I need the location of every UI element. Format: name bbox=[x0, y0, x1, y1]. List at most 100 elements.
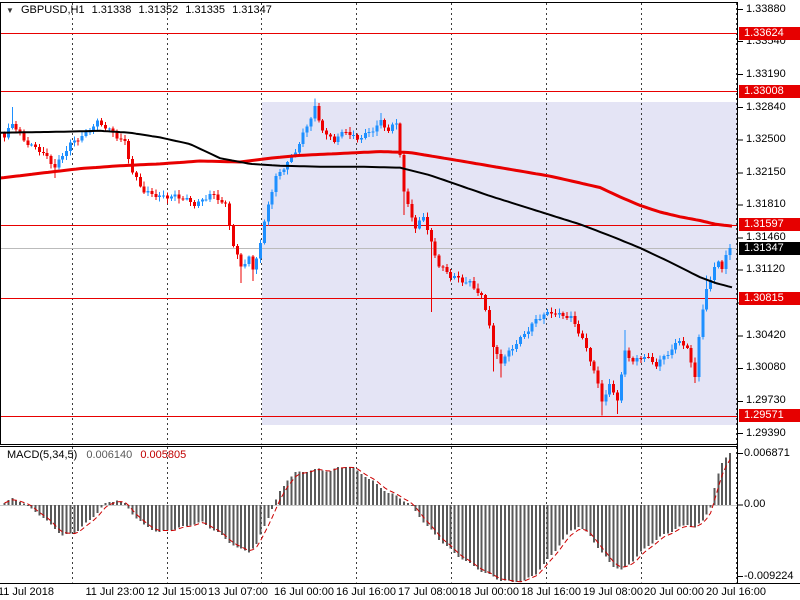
x-axis-label: 18 Jul 16:00 bbox=[521, 586, 581, 598]
candle-body bbox=[658, 359, 662, 367]
y-axis-label: 1.29730 bbox=[746, 394, 786, 407]
candle-body bbox=[363, 133, 367, 139]
x-axis-label: 18 Jul 00:00 bbox=[459, 586, 519, 598]
candle-body bbox=[305, 126, 309, 133]
candle-body bbox=[464, 282, 468, 284]
candle-body bbox=[689, 347, 693, 363]
macd-bar bbox=[538, 505, 541, 570]
macd-bar bbox=[317, 468, 320, 505]
candle-body bbox=[437, 255, 441, 267]
candle-body bbox=[111, 128, 115, 133]
macd-bar bbox=[189, 505, 192, 526]
candle-body bbox=[293, 152, 297, 156]
candle-body bbox=[266, 204, 270, 222]
candle-body bbox=[387, 127, 391, 132]
candle-body bbox=[216, 194, 220, 201]
candle-body bbox=[526, 331, 530, 335]
candle-body bbox=[476, 288, 480, 294]
candle-body bbox=[18, 129, 22, 133]
macd-bar bbox=[174, 505, 177, 530]
macd-bar bbox=[127, 505, 130, 509]
macd-bar bbox=[3, 502, 6, 505]
candle-body bbox=[185, 197, 189, 200]
macd-bar bbox=[469, 505, 472, 564]
macd-bar bbox=[414, 505, 417, 511]
macd-bar bbox=[725, 457, 728, 505]
candle-body bbox=[88, 131, 92, 133]
macd-axis-label: 0.006871 bbox=[744, 446, 790, 459]
candle-body bbox=[196, 201, 200, 207]
macd-bar bbox=[635, 505, 638, 557]
price-level-badge: 1.33624 bbox=[739, 26, 800, 40]
candle-body bbox=[53, 163, 57, 168]
candle-body bbox=[596, 370, 600, 384]
candle-body bbox=[259, 242, 263, 259]
macd-bar bbox=[550, 505, 553, 555]
candle-body bbox=[278, 172, 282, 177]
candle-body bbox=[635, 358, 639, 362]
candle-body bbox=[534, 319, 538, 324]
macd-bar bbox=[670, 505, 673, 532]
candle-body bbox=[14, 124, 18, 130]
macd-axis-label: 0.00 bbox=[744, 498, 766, 511]
macd-bar bbox=[628, 505, 631, 565]
macd-bar bbox=[209, 505, 212, 529]
candle-body bbox=[270, 191, 274, 205]
candle-body bbox=[142, 186, 146, 193]
candle-body bbox=[99, 120, 103, 126]
candle-body bbox=[150, 191, 154, 194]
candle-body bbox=[37, 147, 41, 153]
candle-body bbox=[681, 340, 685, 346]
candle-body bbox=[72, 140, 76, 143]
candle-body bbox=[290, 155, 294, 163]
candle-body bbox=[398, 123, 402, 155]
macd-bar bbox=[108, 502, 111, 505]
macd-bar bbox=[61, 505, 64, 536]
candle-body bbox=[344, 131, 348, 133]
candle-body bbox=[348, 131, 352, 136]
macd-bar bbox=[178, 505, 181, 528]
y-axis-label: 1.31460 bbox=[746, 231, 786, 244]
macd-bar bbox=[185, 505, 188, 526]
macd-bar bbox=[573, 505, 576, 530]
candle-body bbox=[3, 132, 6, 138]
macd-bar bbox=[434, 505, 437, 535]
macd-bar bbox=[88, 505, 91, 521]
macd-bar bbox=[492, 505, 495, 577]
macd-bar bbox=[686, 505, 689, 526]
y-axis-label: 1.30080 bbox=[746, 361, 786, 374]
macd-bar bbox=[597, 505, 600, 548]
candle-body bbox=[138, 177, 142, 187]
macd-bar bbox=[717, 473, 720, 505]
candle-body bbox=[584, 337, 588, 349]
candle-body bbox=[103, 125, 107, 129]
candle-body bbox=[262, 221, 266, 243]
macd-bar bbox=[449, 505, 452, 549]
candle-body bbox=[581, 333, 585, 338]
macd-bar bbox=[562, 505, 565, 540]
candle-body bbox=[705, 289, 709, 310]
candle-body bbox=[10, 124, 14, 129]
current-price-badge: 1.31347 bbox=[739, 241, 800, 255]
candle-body bbox=[515, 344, 519, 350]
macd-bar bbox=[643, 505, 646, 549]
candle-body bbox=[484, 295, 488, 310]
macd-bar bbox=[92, 505, 95, 518]
candle-body bbox=[359, 138, 363, 140]
macd-bar bbox=[236, 505, 239, 548]
candle-body bbox=[212, 193, 216, 195]
macd-bar bbox=[519, 505, 522, 582]
macd-bar bbox=[53, 505, 56, 530]
macd-bar bbox=[554, 505, 557, 551]
macd-bar bbox=[372, 480, 375, 505]
macd-bar bbox=[282, 486, 285, 505]
macd-bar bbox=[535, 505, 538, 575]
symbol-marker-icon: ▼ bbox=[6, 6, 14, 15]
macd-bar bbox=[488, 505, 491, 575]
candle-body bbox=[631, 358, 635, 362]
candle-body bbox=[158, 195, 162, 197]
candle-body bbox=[429, 229, 433, 242]
macd-bar bbox=[255, 505, 258, 545]
macd-bar bbox=[26, 505, 29, 506]
